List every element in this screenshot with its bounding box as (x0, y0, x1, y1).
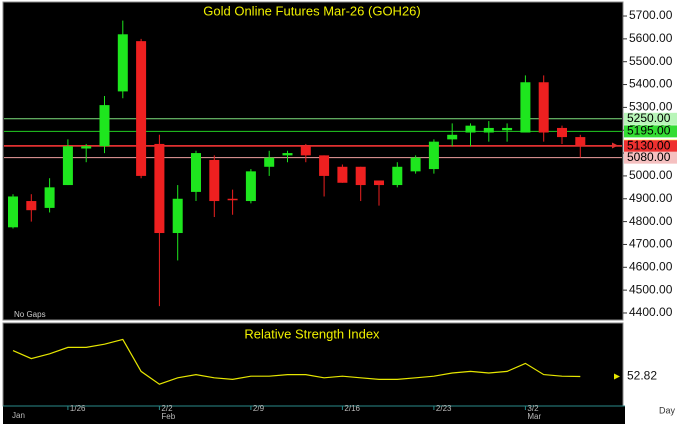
x-tick-label: 2/2 (161, 404, 173, 413)
candle-body (8, 196, 18, 228)
x-axis-strip (3, 406, 625, 424)
candle-body (282, 153, 293, 156)
candle-body (191, 153, 201, 192)
note: No Gaps (14, 310, 46, 319)
candle-body (172, 198, 183, 234)
y-tick-label: 5000.00 (629, 168, 673, 182)
candle-body (374, 180, 384, 186)
x-tick-label: 2/9 (253, 404, 265, 413)
candle-body (337, 166, 348, 183)
rsi-value-label: 52.82 (627, 369, 657, 383)
month-label: Mar (527, 412, 541, 421)
price-pane (2, 1, 624, 321)
level-box (624, 125, 677, 138)
candle-body (447, 134, 458, 140)
level-box (624, 140, 677, 153)
candle-body (319, 155, 330, 176)
candle-body (355, 166, 366, 186)
y-tick-label: 5600.00 (629, 31, 673, 45)
price-arrow (612, 142, 618, 149)
level-label: 5080.00 (627, 150, 671, 164)
y-tick-label: 4400.00 (629, 305, 673, 319)
level-label: 5130.00 (627, 138, 671, 152)
candle-body (410, 157, 421, 172)
candle-body (117, 34, 128, 92)
candle-body (575, 137, 586, 146)
candle-body (154, 143, 165, 234)
rsi-box (624, 370, 654, 383)
candle-body (209, 159, 220, 202)
y-tick-label: 4600.00 (629, 259, 673, 273)
candle-body (502, 127, 513, 131)
candle-body (428, 141, 439, 170)
x-tick-label: 1/26 (70, 404, 86, 413)
candle-body (392, 166, 403, 186)
y-tick-label: 4500.00 (629, 282, 673, 296)
level-box (624, 151, 677, 164)
candle-body (300, 146, 311, 156)
candle-body (465, 125, 476, 133)
rsi-line (12, 338, 581, 385)
rsi-title: Relative Strength Index (244, 326, 380, 341)
candle-body (26, 201, 37, 211)
candle-body (99, 105, 110, 147)
y-tick-label: 5500.00 (629, 54, 673, 68)
x-axis-label: Day (659, 405, 676, 415)
candle-body (557, 127, 567, 138)
y-tick-label: 4900.00 (629, 191, 673, 205)
candle-body (227, 198, 238, 201)
candle-body (538, 82, 549, 133)
level-box (624, 112, 677, 125)
y-tick-label: 4700.00 (629, 237, 673, 251)
month-label: Jan (12, 411, 25, 420)
candle-body (62, 146, 73, 186)
y-tick-label: 5700.00 (629, 8, 673, 22)
rsi-arrow (614, 373, 620, 380)
y-tick-label: 5400.00 (629, 77, 673, 91)
candle-body (44, 187, 55, 208)
x-tick-label: 2/16 (344, 404, 360, 413)
y-tick-label: 5300.00 (629, 100, 673, 114)
candle-body (483, 127, 494, 133)
month-label: Feb (161, 412, 175, 421)
rsi-pane (2, 322, 624, 407)
level-label: 5250.00 (627, 111, 671, 125)
chart-title: Gold Online Futures Mar-26 (GOH26) (203, 3, 420, 18)
x-tick-label: 3/2 (527, 404, 539, 413)
candle-body (264, 157, 275, 167)
candle-body (81, 146, 92, 149)
candle-body (245, 171, 256, 202)
x-tick-label: 2/23 (436, 404, 452, 413)
level-label: 5195.00 (627, 124, 671, 138)
y-tick-label: 4800.00 (629, 214, 673, 228)
candle-body (136, 41, 147, 176)
candle-body (520, 82, 531, 133)
